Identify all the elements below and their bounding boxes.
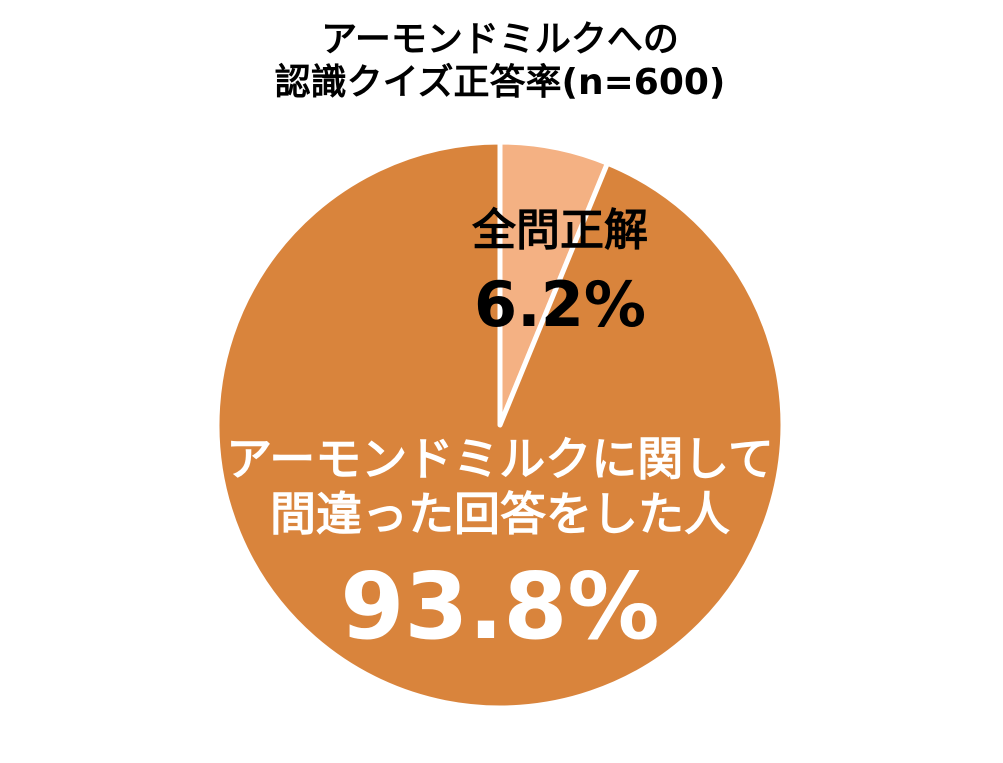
slice-label: 全問正解 (472, 205, 648, 256)
pie-slice (214, 139, 786, 711)
slice-label: アーモンドミルクに関して 間違った回答をした人 (226, 432, 774, 542)
value-label: 93.8% (340, 553, 660, 660)
chart-title: アーモンドミルクへの 認識クイズ正答率(n=600) (274, 19, 726, 104)
value-label: 6.2% (474, 268, 646, 341)
